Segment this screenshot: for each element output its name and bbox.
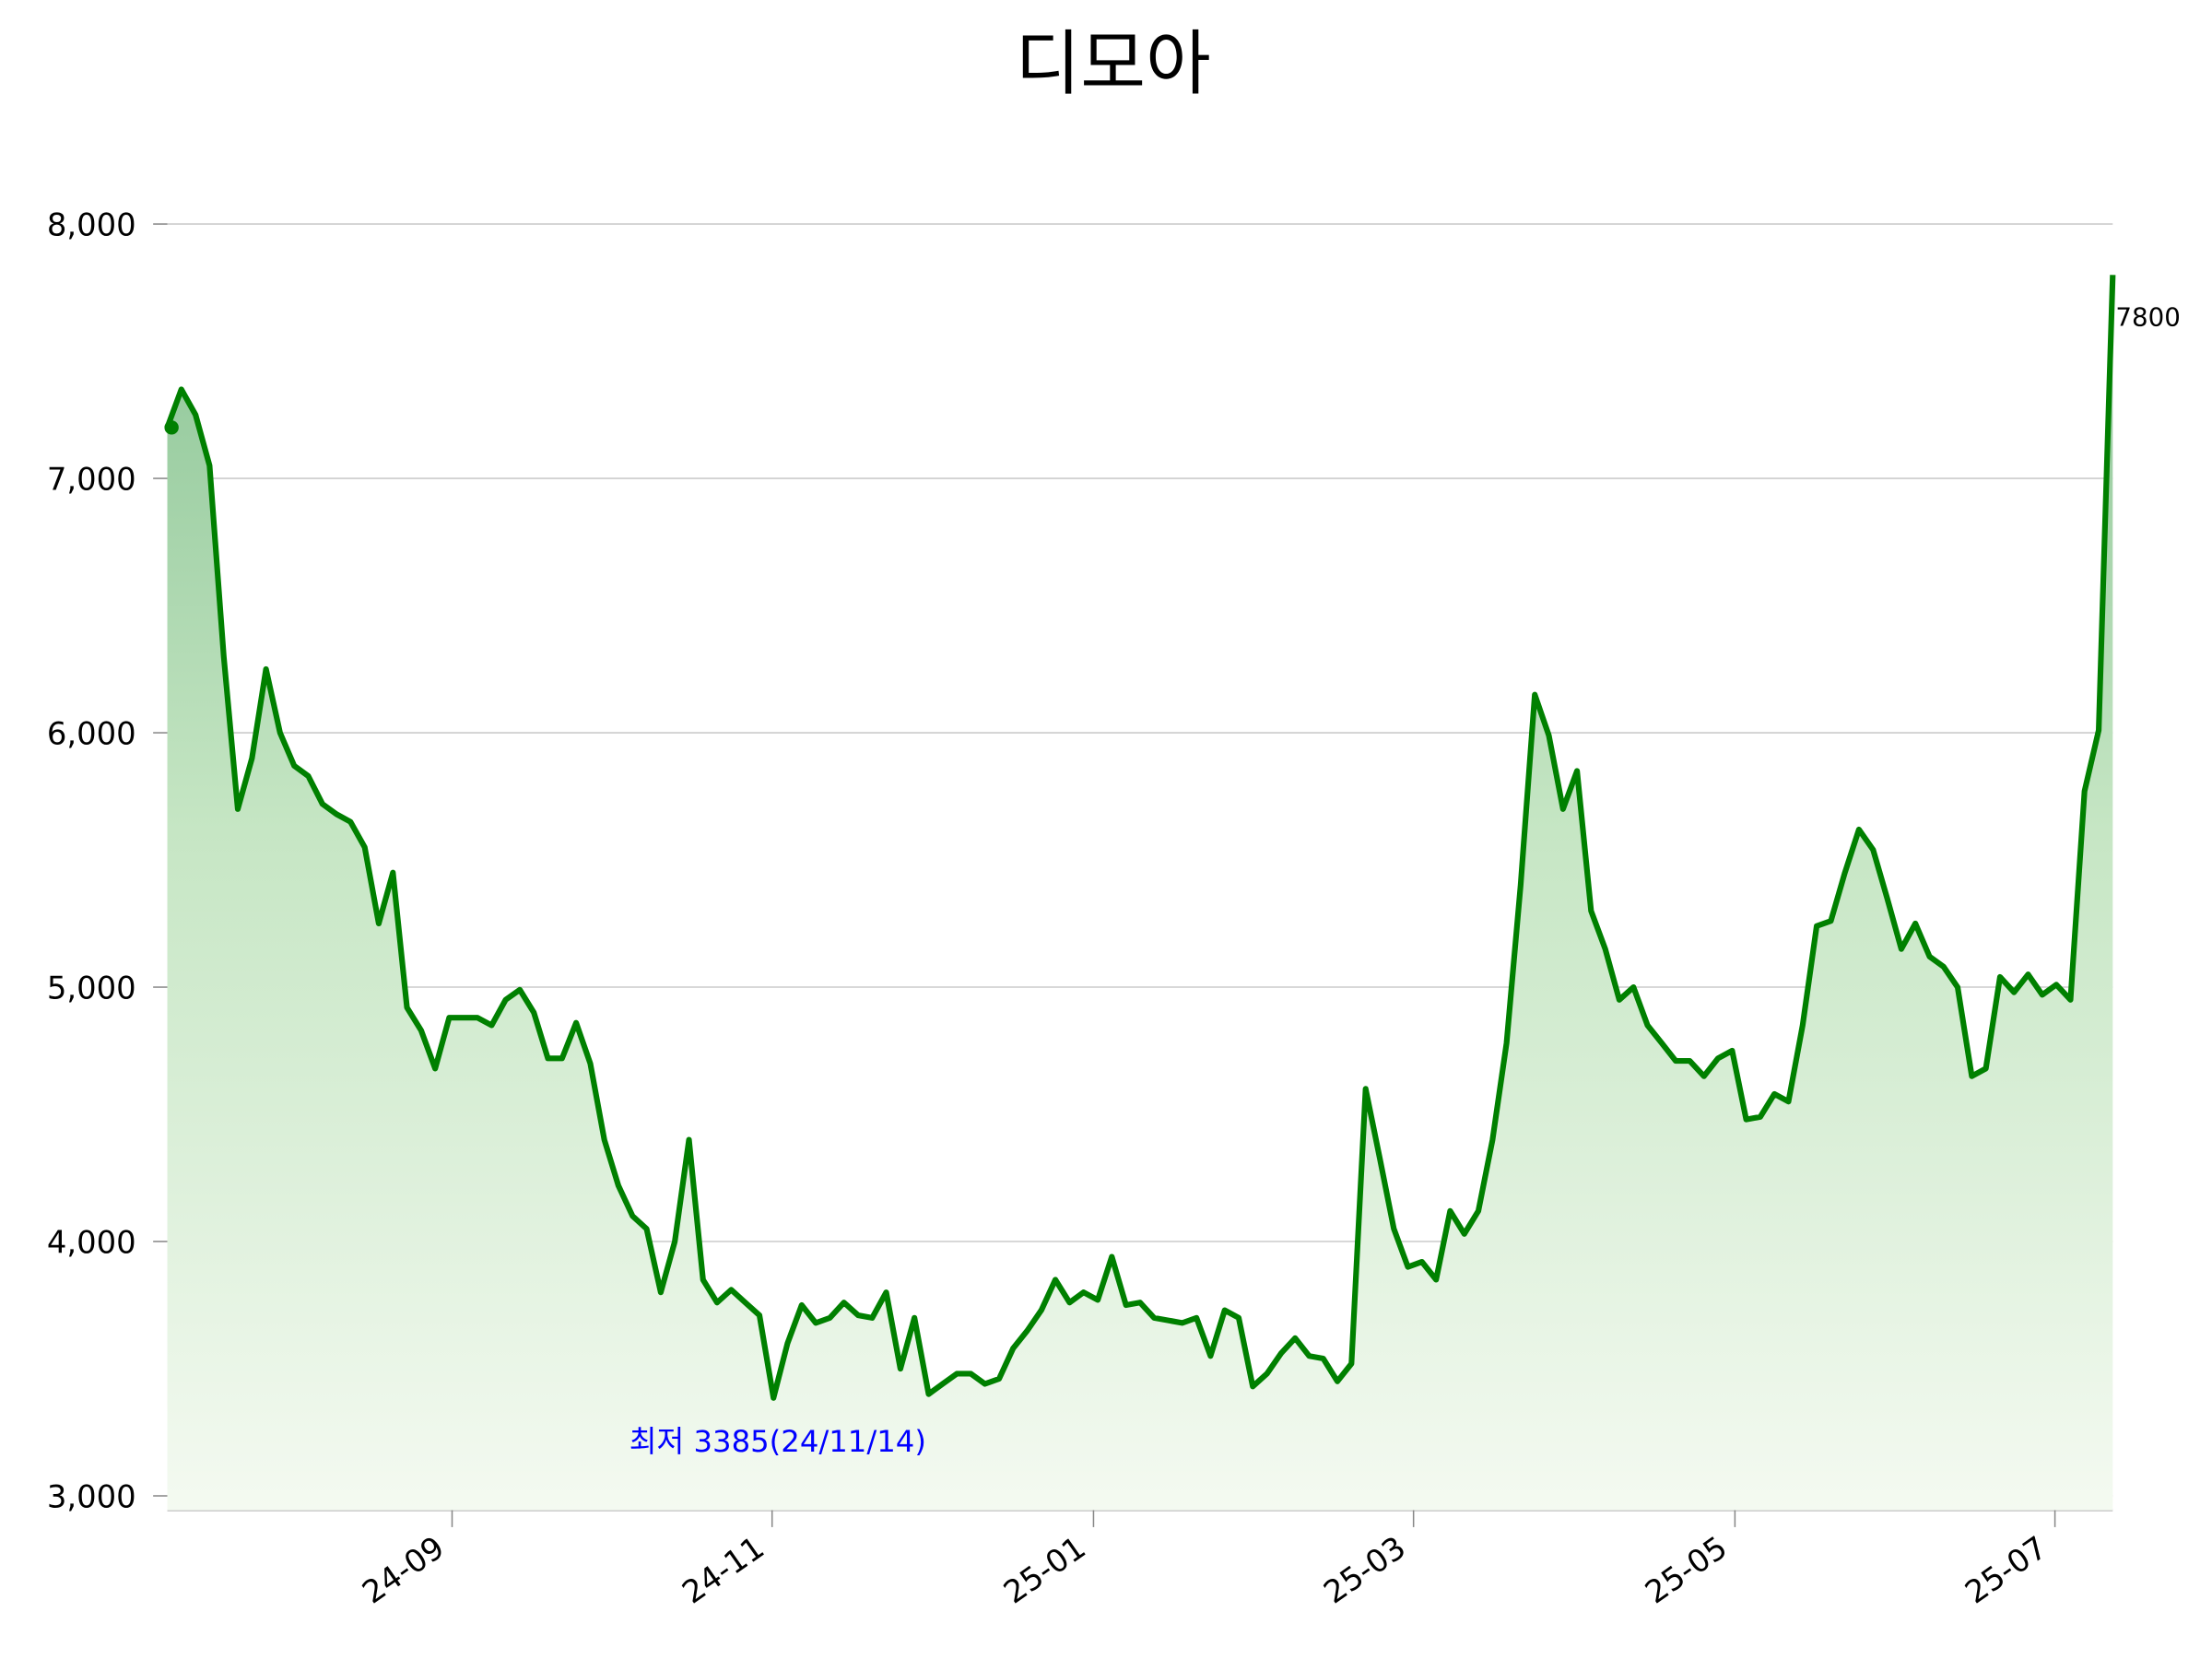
area xyxy=(167,275,2113,1511)
y-tick-label: 8,000 xyxy=(47,206,136,242)
x-tick-label: 24-09 xyxy=(356,1529,451,1610)
start-point xyxy=(164,420,179,435)
line xyxy=(164,275,2116,1401)
y-tick-label: 7,000 xyxy=(47,461,136,497)
y-tick-label: 5,000 xyxy=(47,970,136,1006)
x-tick-label: 25-05 xyxy=(1639,1529,1734,1610)
chart-title: 디모아 xyxy=(1016,23,1211,105)
x-tick-label: 25-03 xyxy=(1317,1529,1412,1610)
x-tick-label: 25-07 xyxy=(1959,1529,2053,1610)
y-tick-label: 6,000 xyxy=(47,715,136,751)
x-tick-label: 24-11 xyxy=(676,1529,771,1610)
annotation: 최저 3385(24/11/14) xyxy=(629,1424,926,1459)
y-tick-label: 3,000 xyxy=(47,1478,136,1514)
y-tick-label: 4,000 xyxy=(47,1224,136,1260)
value-label: 7800 xyxy=(2115,302,2180,333)
x-tick-label: 25-01 xyxy=(997,1529,1092,1610)
